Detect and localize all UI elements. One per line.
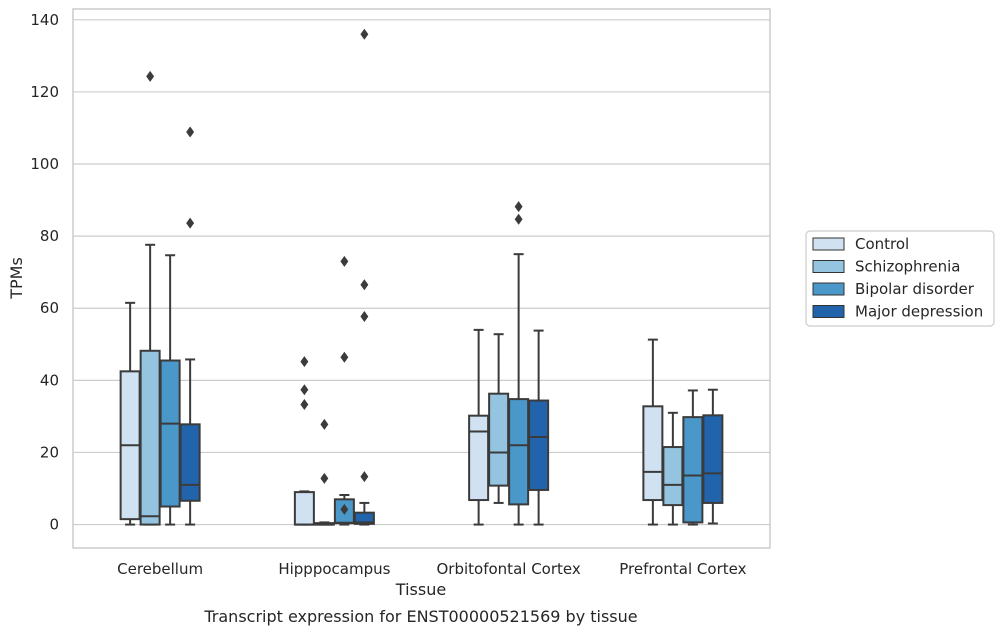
series-control xyxy=(119,301,664,526)
legend-item: Major depression xyxy=(812,303,983,321)
box xyxy=(293,356,315,526)
outlier-point xyxy=(300,399,309,411)
x-tick-label: Cerebellum xyxy=(117,560,203,578)
legend-swatch xyxy=(812,237,845,251)
box-iqr xyxy=(293,491,315,526)
y-tick-label: 40 xyxy=(40,371,59,389)
outlier-point xyxy=(300,384,309,396)
box xyxy=(702,388,724,525)
outlier-point xyxy=(514,201,523,213)
box xyxy=(353,28,375,526)
x-tick-label: Orbitofontal Cortex xyxy=(437,560,581,578)
box-iqr xyxy=(508,398,530,506)
chart-caption: Transcript expression for ENST0000052156… xyxy=(203,607,637,626)
box xyxy=(159,254,181,526)
box-iqr xyxy=(468,414,490,502)
legend: Control Schizophrenia Bipolar disorder Majo… xyxy=(805,230,995,327)
legend-label: Schizophrenia xyxy=(855,258,960,276)
box xyxy=(682,389,704,526)
outlier-point xyxy=(360,279,369,291)
x-axis-ticks: Cerebellum Hipppocampus Orbitofontal Corte… xyxy=(117,560,746,578)
box-iqr xyxy=(662,446,684,507)
outlier-point xyxy=(320,472,329,484)
box-groups xyxy=(119,28,724,526)
legend-frame xyxy=(805,230,995,327)
box xyxy=(119,301,141,526)
series-schizophrenia xyxy=(139,70,684,526)
box-iqr xyxy=(179,423,201,502)
y-tick-label: 120 xyxy=(30,83,59,101)
outlier-point xyxy=(300,356,309,368)
outlier-point xyxy=(320,418,329,430)
x-tick-label: Hipppocampus xyxy=(278,560,390,578)
outlier-point xyxy=(340,255,349,267)
box xyxy=(313,418,335,526)
outlier-point xyxy=(360,311,369,323)
box xyxy=(662,411,684,526)
box xyxy=(333,255,355,526)
outlier-point xyxy=(186,217,195,229)
box-iqr xyxy=(353,511,375,525)
box xyxy=(179,126,201,526)
legend-label: Major depression xyxy=(855,303,983,321)
box xyxy=(528,329,550,526)
box-iqr xyxy=(528,399,550,491)
legend-label: Control xyxy=(855,235,909,253)
outlier-point xyxy=(340,503,349,515)
box-iqr xyxy=(488,392,510,487)
outlier-point xyxy=(186,126,195,138)
y-tick-label: 80 xyxy=(40,227,59,245)
box-iqr xyxy=(702,414,724,504)
outlier-point xyxy=(360,28,369,40)
box-iqr xyxy=(642,405,664,502)
x-axis-label: Tissue xyxy=(395,580,446,599)
legend-swatch xyxy=(812,282,845,296)
y-axis-ticks: 0 20 40 60 80 100 120 140 xyxy=(30,11,59,534)
series-bipolar-disorder xyxy=(159,201,704,526)
x-tick-label: Prefrontal Cortex xyxy=(619,560,746,578)
y-axis-label: TPMs xyxy=(7,257,26,300)
y-tick-label: 20 xyxy=(40,443,59,461)
plot-frame xyxy=(72,8,771,549)
legend-item: Control xyxy=(812,235,909,253)
y-tick-label: 100 xyxy=(30,155,59,173)
outlier-point xyxy=(340,351,349,363)
legend-item: Bipolar disorder xyxy=(812,280,975,298)
legend-label: Bipolar disorder xyxy=(855,280,975,298)
box-iqr xyxy=(682,416,704,524)
y-tick-label: 0 xyxy=(49,516,59,534)
box-iqr xyxy=(139,349,161,526)
outlier-point xyxy=(146,70,155,82)
box xyxy=(488,333,510,504)
legend-item: Schizophrenia xyxy=(812,258,960,276)
outlier-point xyxy=(514,213,523,225)
legend-swatch xyxy=(812,260,845,273)
box-iqr xyxy=(159,359,181,508)
legend-swatch xyxy=(812,305,845,318)
y-tick-label: 60 xyxy=(40,299,59,317)
y-tick-label: 140 xyxy=(30,11,59,29)
outlier-point xyxy=(360,471,369,483)
series-major-depression xyxy=(179,28,724,526)
